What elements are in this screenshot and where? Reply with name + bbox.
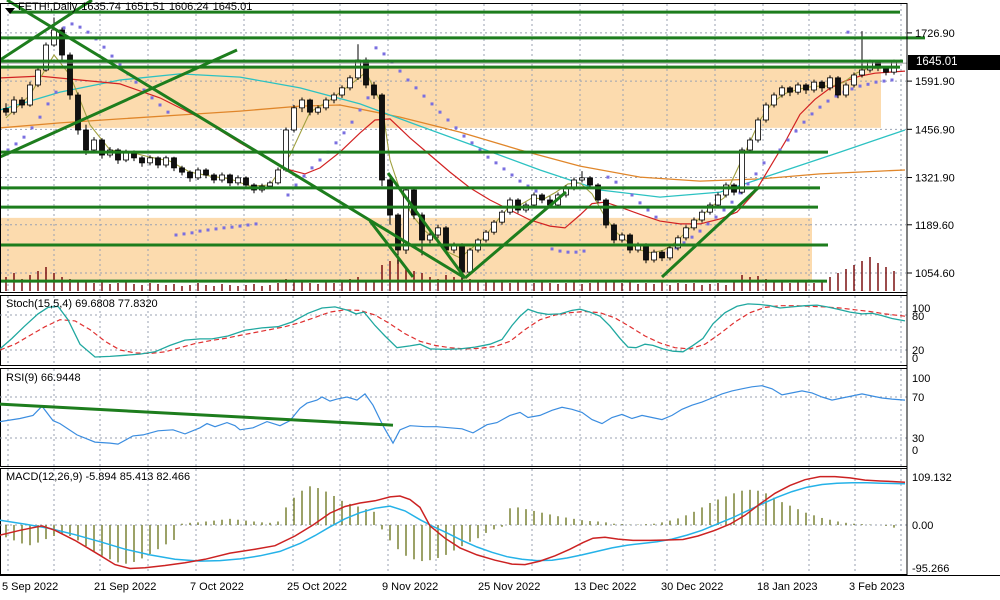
price-axis-label: 1321.90 bbox=[915, 173, 955, 185]
date-axis-label: 21 Sep 2022 bbox=[94, 581, 156, 593]
date-axis-label: 7 Oct 2022 bbox=[190, 581, 244, 593]
date-axis-label: 3 Feb 2023 bbox=[849, 581, 905, 593]
trendline bbox=[6, 0, 466, 280]
date-axis-label: 25 Oct 2022 bbox=[287, 581, 347, 593]
parabolic-sar-dots bbox=[6, 22, 894, 255]
price-axis-label: 1054.60 bbox=[915, 268, 955, 280]
price-axis-label: 1591.90 bbox=[915, 76, 955, 88]
support-resistance-lines bbox=[0, 0, 925, 283]
stoch-axis-label: 20 bbox=[912, 345, 924, 357]
price-zone bbox=[1, 67, 881, 128]
trendline bbox=[660, 186, 760, 279]
date-axis-label: 18 Jan 2023 bbox=[757, 581, 818, 593]
macd-axis-label: -95.266 bbox=[912, 563, 949, 575]
main-panel-clipped bbox=[1, 4, 906, 292]
rsi-line bbox=[0, 385, 906, 445]
stochastic-panel bbox=[0, 296, 907, 365]
trendline bbox=[0, 48, 238, 159]
stoch-main-line bbox=[0, 303, 906, 358]
rsi-axis-label: 70 bbox=[912, 392, 924, 404]
candles bbox=[3, 17, 897, 283]
price-axis-label: 1456.90 bbox=[915, 124, 955, 136]
trendline bbox=[368, 220, 415, 278]
date-axis-label: 13 Dec 2022 bbox=[574, 581, 636, 593]
rsi-trendline bbox=[0, 402, 394, 427]
date-axis-label: 9 Nov 2022 bbox=[382, 581, 438, 593]
rsi-axis-label: 100 bbox=[912, 373, 930, 385]
stoch-axis-label: 100 bbox=[912, 303, 930, 315]
date-axis-label: 30 Dec 2022 bbox=[661, 581, 723, 593]
stoch-axis-label: 0 bbox=[912, 353, 918, 365]
trendline bbox=[464, 190, 567, 280]
macd-line bbox=[0, 475, 906, 570]
trendline bbox=[386, 172, 467, 279]
current-price-tag: 1645.01 bbox=[908, 55, 1000, 70]
ma-cyan bbox=[1, 73, 906, 198]
macd-panel bbox=[0, 469, 907, 574]
macd-axis-label: 0.00 bbox=[912, 520, 933, 532]
stoch-signal-line bbox=[0, 305, 906, 355]
stoch-axis-label: 80 bbox=[912, 311, 924, 323]
trendline bbox=[0, 0, 93, 62]
macd-signal-line bbox=[0, 482, 906, 562]
rsi-panel bbox=[0, 369, 907, 466]
macd-histogram bbox=[5, 486, 895, 564]
rsi-axis-label: 0 bbox=[912, 445, 918, 457]
chart-marker-icon bbox=[5, 8, 15, 14]
price-axis-label: 1726.90 bbox=[915, 28, 955, 40]
macd-axis-label: 109.132 bbox=[912, 472, 952, 484]
date-axis-label: 25 Nov 2022 bbox=[478, 581, 540, 593]
date-axis[interactable]: 5 Sep 2022 21 Sep 2022 7 Oct 2022 25 Oct 20… bbox=[2, 581, 905, 593]
ma-orange bbox=[1, 104, 906, 182]
price-axis[interactable]: 1726.90 1591.90 1456.90 1321.90 1189.60 1054.… bbox=[907, 28, 955, 575]
rsi-axis-label: 30 bbox=[912, 433, 924, 445]
date-axis-label: 5 Sep 2022 bbox=[2, 581, 58, 593]
main-panel bbox=[0, 0, 925, 292]
price-axis-label: 1189.60 bbox=[915, 220, 954, 232]
